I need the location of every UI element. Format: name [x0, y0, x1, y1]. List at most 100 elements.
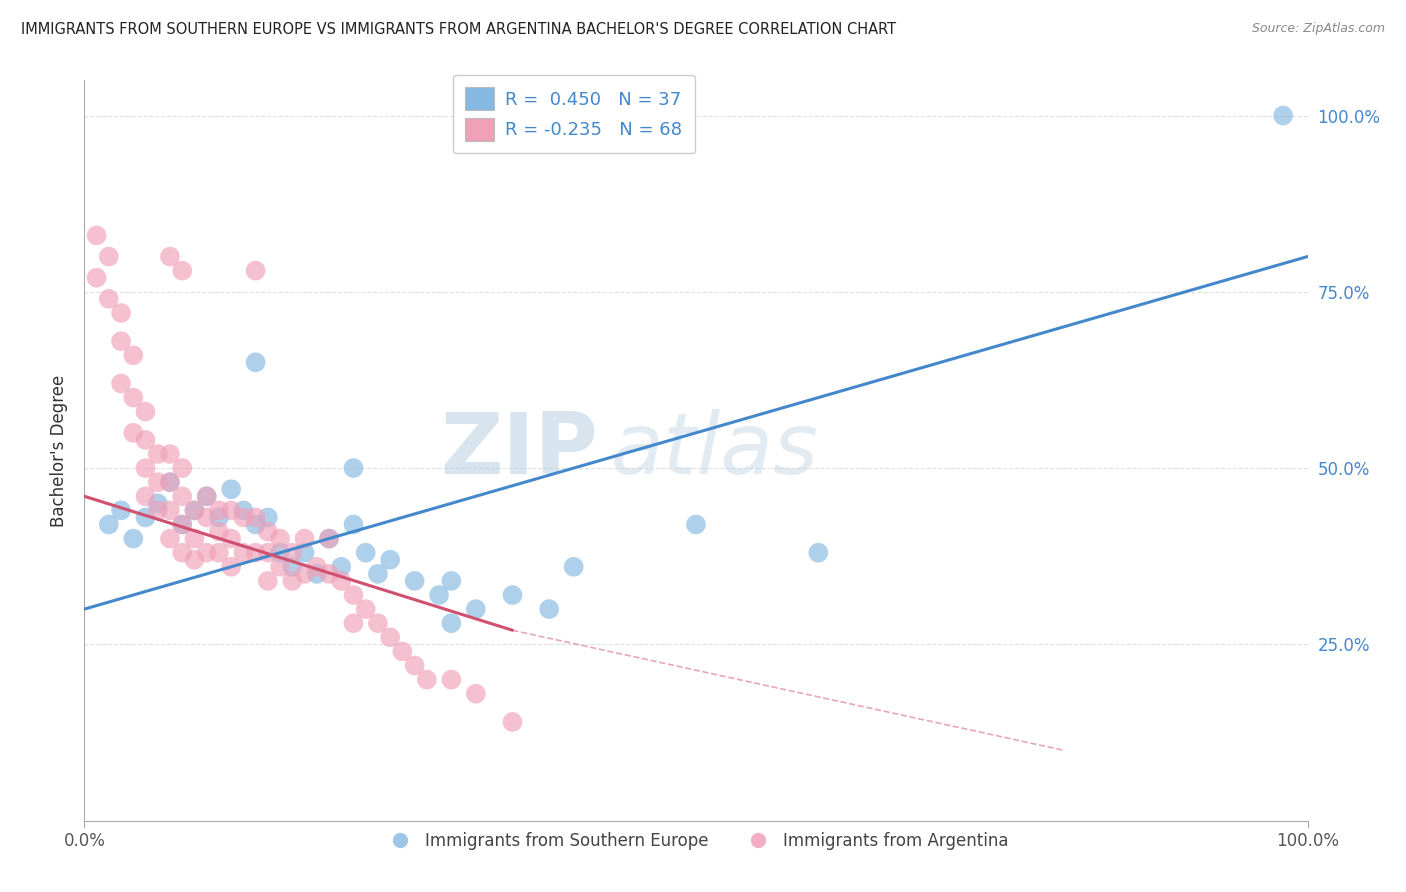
Point: [502, 588, 524, 602]
Point: [208, 503, 231, 517]
Point: [122, 348, 145, 362]
Point: [195, 489, 218, 503]
Point: [367, 616, 389, 631]
Point: [404, 574, 426, 588]
Point: [208, 546, 231, 560]
Point: [281, 546, 304, 560]
Point: [245, 263, 267, 277]
Point: [110, 334, 132, 348]
Point: [122, 425, 145, 440]
Point: [440, 616, 463, 631]
Point: [342, 517, 364, 532]
Point: [159, 447, 181, 461]
Point: [245, 546, 267, 560]
Point: [97, 250, 120, 264]
Point: [342, 616, 364, 631]
Point: [305, 566, 328, 581]
Point: [159, 475, 181, 490]
Point: [208, 510, 231, 524]
Point: [245, 510, 267, 524]
Point: [135, 489, 157, 503]
Point: [318, 566, 340, 581]
Point: [219, 503, 242, 517]
Point: [281, 559, 304, 574]
Point: [562, 559, 585, 574]
Point: [97, 517, 120, 532]
Point: [232, 546, 254, 560]
Point: [269, 532, 291, 546]
Y-axis label: Bachelor's Degree: Bachelor's Degree: [49, 375, 67, 526]
Point: [354, 602, 377, 616]
Point: [146, 447, 169, 461]
Point: [183, 503, 205, 517]
Point: [294, 566, 316, 581]
Point: [146, 475, 169, 490]
Point: [110, 306, 132, 320]
Point: [146, 496, 169, 510]
Point: [294, 546, 316, 560]
Point: [195, 489, 218, 503]
Point: [294, 532, 316, 546]
Point: [257, 524, 280, 539]
Point: [135, 461, 157, 475]
Point: [502, 714, 524, 729]
Text: ZIP: ZIP: [440, 409, 598, 492]
Point: [219, 532, 242, 546]
Point: [86, 228, 108, 243]
Point: [305, 559, 328, 574]
Point: [172, 546, 194, 560]
Point: [195, 510, 218, 524]
Point: [146, 503, 169, 517]
Point: [367, 566, 389, 581]
Point: [135, 510, 157, 524]
Point: [807, 546, 830, 560]
Point: [538, 602, 561, 616]
Point: [208, 524, 231, 539]
Point: [318, 532, 340, 546]
Point: [257, 546, 280, 560]
Point: [183, 532, 205, 546]
Point: [380, 553, 402, 567]
Point: [380, 630, 402, 644]
Point: [269, 546, 291, 560]
Point: [122, 391, 145, 405]
Point: [440, 574, 463, 588]
Point: [172, 489, 194, 503]
Point: [86, 270, 108, 285]
Point: [135, 405, 157, 419]
Point: [330, 574, 353, 588]
Point: [245, 355, 267, 369]
Point: [257, 574, 280, 588]
Text: atlas: atlas: [610, 409, 818, 492]
Point: [342, 588, 364, 602]
Point: [269, 559, 291, 574]
Point: [195, 546, 218, 560]
Point: [183, 553, 205, 567]
Point: [245, 517, 267, 532]
Point: [232, 510, 254, 524]
Point: [330, 559, 353, 574]
Point: [464, 687, 486, 701]
Point: [159, 532, 181, 546]
Point: [159, 503, 181, 517]
Point: [219, 482, 242, 496]
Point: [159, 475, 181, 490]
Point: [391, 644, 413, 658]
Point: [110, 503, 132, 517]
Point: [97, 292, 120, 306]
Point: [464, 602, 486, 616]
Point: [281, 574, 304, 588]
Point: [416, 673, 439, 687]
Point: [685, 517, 707, 532]
Point: [232, 503, 254, 517]
Point: [183, 503, 205, 517]
Point: [404, 658, 426, 673]
Point: [354, 546, 377, 560]
Point: [318, 532, 340, 546]
Text: IMMIGRANTS FROM SOUTHERN EUROPE VS IMMIGRANTS FROM ARGENTINA BACHELOR'S DEGREE C: IMMIGRANTS FROM SOUTHERN EUROPE VS IMMIG…: [21, 22, 896, 37]
Point: [257, 510, 280, 524]
Point: [427, 588, 450, 602]
Point: [135, 433, 157, 447]
Point: [172, 461, 194, 475]
Point: [172, 517, 194, 532]
